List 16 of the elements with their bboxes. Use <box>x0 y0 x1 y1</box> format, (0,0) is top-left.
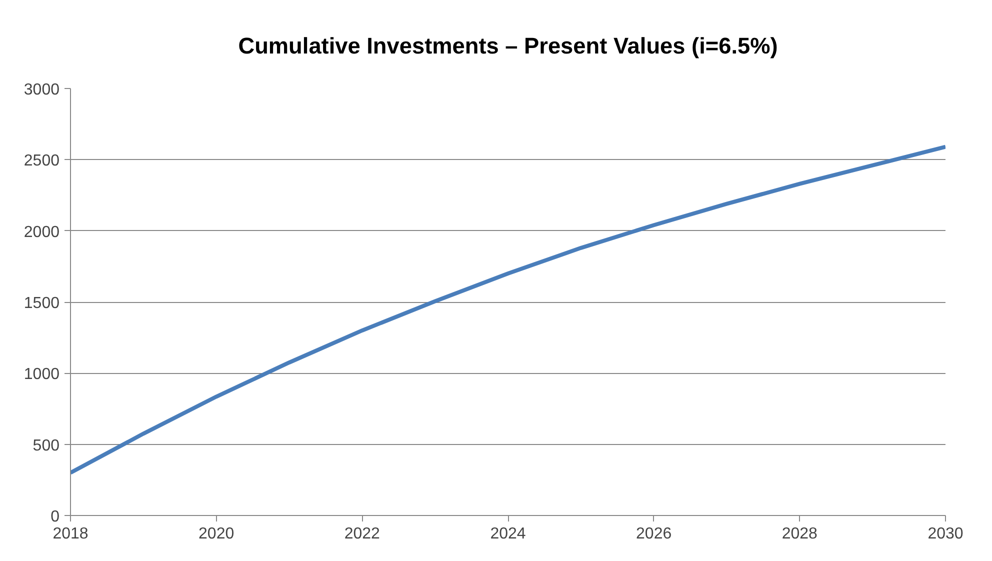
x-tick-label: 2024 <box>490 526 526 542</box>
y-tick-label: 3000 <box>24 82 60 98</box>
x-tick-label: 2028 <box>782 526 818 542</box>
y-tick-label: 500 <box>32 437 60 454</box>
x-tick-label: 2026 <box>636 526 672 542</box>
x-tick-label: 2030 <box>928 526 964 542</box>
y-tick-label: 2000 <box>24 224 60 241</box>
y-tick-label: 1000 <box>24 366 60 384</box>
x-tick-label: 2020 <box>198 526 234 542</box>
y-tick-label: 2500 <box>24 152 60 170</box>
y-tick-label: 0 <box>50 508 60 526</box>
chart-title: Cumulative Investments – Present Values (i=6.5%) <box>238 32 778 58</box>
y-tick-label: 1500 <box>24 295 60 312</box>
x-tick-label: 2022 <box>344 526 380 542</box>
x-tick-label: 2018 <box>52 526 88 542</box>
line-series <box>70 144 946 475</box>
